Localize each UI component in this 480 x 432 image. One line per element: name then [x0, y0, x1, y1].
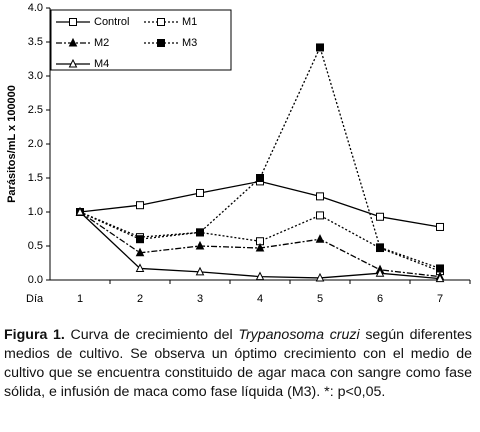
legend-label: Control — [94, 16, 129, 28]
caption-text: según diferentes medios de cultivo. Se o… — [4, 327, 472, 400]
series-line — [79, 180, 441, 228]
data-point — [135, 247, 145, 257]
data-point — [255, 242, 265, 252]
y-tick-label: 2.5 — [28, 104, 43, 116]
data-point — [315, 234, 325, 243]
x-tick-label: 5 — [317, 293, 323, 305]
legend-label: M4 — [94, 58, 109, 70]
data-point — [135, 263, 145, 272]
caption: Figura 1. Curva de crecimiento del Trypa… — [4, 326, 472, 402]
y-tick-label: 2.0 — [28, 138, 43, 150]
data-point — [75, 206, 85, 216]
y-axis-title: Parásitos/mL x 100000 — [6, 85, 18, 203]
legend-label: M1 — [182, 16, 197, 28]
y-tick-label: 0.0 — [28, 274, 43, 286]
legend-label: M2 — [94, 37, 109, 49]
data-point — [376, 212, 384, 221]
y-tick-label: 1.5 — [28, 172, 43, 184]
data-point — [196, 228, 204, 237]
y-tick-label: 4.0 — [28, 2, 43, 14]
caption-species: Trypanosoma cruzi — [238, 327, 360, 343]
data-point — [375, 268, 385, 277]
legend-box — [50, 9, 232, 71]
legend-label: M3 — [182, 37, 197, 49]
data-point — [316, 192, 324, 201]
data-point — [315, 272, 325, 282]
data-point — [255, 271, 265, 281]
chart: Parásitos/mL x 100000 Día 0.0 0.5 1.0 1.5 2.… — [6, 2, 471, 305]
y-tick-label: 3.0 — [28, 70, 43, 82]
data-point — [195, 240, 205, 250]
legend-marker — [68, 58, 78, 68]
caption-label: Figura 1. — [4, 327, 65, 343]
x-tick-label: 4 — [257, 293, 263, 305]
legend-marker — [157, 39, 165, 47]
y-tick-label: 3.5 — [28, 36, 43, 48]
x-tick-label: 1 — [77, 293, 83, 305]
data-point — [316, 43, 324, 52]
x-tick-label: 6 — [377, 293, 383, 305]
x-tick-label: 3 — [197, 293, 203, 305]
legend-marker — [68, 37, 78, 47]
legend-marker — [157, 18, 165, 26]
caption-text: Curva de crecimiento del — [64, 327, 239, 343]
data-point — [196, 188, 204, 197]
data-point — [136, 201, 144, 210]
y-tick-label: 0.5 — [28, 240, 43, 252]
data-point — [195, 266, 205, 276]
data-point — [136, 235, 144, 244]
data-point — [436, 222, 444, 231]
data-point — [436, 264, 444, 273]
data-point — [376, 243, 384, 252]
x-tick-label: 2 — [137, 293, 143, 305]
x-tick-label: 7 — [437, 293, 443, 305]
y-tick-label: 1.0 — [28, 206, 43, 218]
series-line — [79, 45, 441, 270]
data-point — [435, 273, 445, 283]
legend-marker — [69, 18, 77, 26]
data-point — [316, 211, 324, 220]
data-point — [256, 174, 264, 182]
x-axis-title: Día — [26, 293, 44, 305]
